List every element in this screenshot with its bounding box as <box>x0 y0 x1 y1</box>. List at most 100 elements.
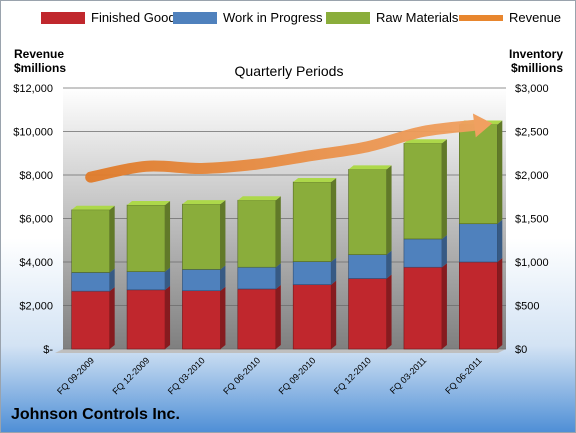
bar-front <box>459 261 498 350</box>
bar-side <box>497 120 503 224</box>
legend-swatch-finished-goods <box>41 12 85 24</box>
bar-segment-finished-goods <box>348 274 392 350</box>
bar-front <box>403 266 443 350</box>
bar-front <box>348 278 387 350</box>
bar-front <box>292 284 332 350</box>
y-left-tick-label: $12,000 <box>13 83 53 95</box>
legend-label-raw-materials: Raw Materials <box>376 10 459 25</box>
bar-side <box>331 177 337 262</box>
bar-front <box>182 203 221 270</box>
bar-segment-work-in-progress <box>71 268 115 292</box>
bar-side <box>109 205 115 273</box>
bar-segment-raw-materials <box>126 201 171 272</box>
bar-segment-work-in-progress <box>292 257 337 285</box>
bar-top <box>403 139 447 144</box>
y-left-tick-label: $6,000 <box>19 214 53 226</box>
bar-front <box>237 199 277 268</box>
bar-segment-finished-goods <box>292 280 337 350</box>
bar-segment-raw-materials <box>292 177 337 262</box>
bar-front <box>348 254 387 279</box>
bar-segment-work-in-progress <box>126 267 171 291</box>
bar-side <box>275 284 281 349</box>
bar-side <box>331 280 337 349</box>
bar-segment-finished-goods <box>71 287 115 350</box>
x-tick-label: FQ 09-2009 <box>55 355 96 396</box>
bar-segment-raw-materials <box>182 200 226 270</box>
bar-top <box>127 201 171 206</box>
plot-floor <box>55 349 506 353</box>
bar-side <box>109 268 115 292</box>
legend-swatch-raw-materials <box>326 12 370 24</box>
right-axis-title: Inventory $millions <box>509 47 563 75</box>
y-right-tick-label: $1,500 <box>515 214 549 226</box>
bar-side <box>275 196 281 268</box>
y-right-tick-label: $1,000 <box>515 257 549 269</box>
bar-front <box>182 290 221 350</box>
bar-front <box>237 266 277 290</box>
right-axis-title-line1: Inventory <box>509 47 564 61</box>
bar-side <box>386 250 392 279</box>
bar-side <box>497 219 503 262</box>
bar-segment-work-in-progress <box>459 219 503 263</box>
legend-label-revenue: Revenue <box>509 10 562 25</box>
right-axis-title-line2: $millions <box>511 61 564 75</box>
bar-segment-finished-goods <box>182 286 226 350</box>
bar-front <box>71 209 110 273</box>
bar-segment-finished-goods <box>459 258 503 350</box>
bar-segment-work-in-progress <box>403 234 447 268</box>
bar-segment-finished-goods <box>403 263 447 350</box>
left-axis-title: Revenue $millions <box>14 47 66 75</box>
bar-front <box>459 223 498 263</box>
bar-front <box>126 271 166 291</box>
bar-front <box>182 269 221 292</box>
y-right-tick-label: $0 <box>515 344 527 356</box>
y-right-tick-label: $3,000 <box>515 83 549 95</box>
bar-side <box>165 267 171 290</box>
bar-front <box>126 289 166 350</box>
bar-side <box>331 257 337 285</box>
y-left-tick-label: $- <box>43 344 53 356</box>
bar-segment-finished-goods <box>237 284 281 350</box>
bar-top <box>237 196 281 201</box>
x-tick-label: FQ 03-2011 <box>388 355 429 396</box>
bar-top <box>293 177 337 182</box>
bar-side <box>386 274 392 349</box>
y-left-tick-label: $2,000 <box>19 301 53 313</box>
bar-side <box>441 263 447 349</box>
left-axis-title-line1: Revenue <box>14 47 65 61</box>
y-right-tick-label: $2,500 <box>515 127 549 139</box>
bar-front <box>126 204 166 272</box>
chart-title: Quarterly Periods <box>234 63 344 79</box>
x-tick-label: FQ 03-2010 <box>166 355 207 396</box>
bar-front <box>71 290 110 350</box>
x-tick-label: FQ 12-2009 <box>110 355 151 396</box>
legend-swatch-work-in-progress <box>173 12 217 24</box>
bar-side <box>497 258 503 349</box>
bar-top <box>348 165 392 170</box>
bar-front <box>237 288 277 350</box>
bar-top <box>71 205 115 210</box>
bar-side <box>386 165 392 255</box>
bar-segment-raw-materials <box>237 196 281 268</box>
y-right-tick-label: $2,000 <box>515 170 549 182</box>
revenue-line <box>85 119 484 183</box>
bar-segment-work-in-progress <box>182 265 226 292</box>
legend-label-work-in-progress: Work in Progress <box>223 10 323 25</box>
x-tick-label: FQ 12-2010 <box>332 355 373 396</box>
bar-side <box>441 139 447 239</box>
bar-side <box>275 263 281 289</box>
legend-swatch-revenue <box>459 15 503 21</box>
left-axis-title-line2: $millions <box>14 61 67 75</box>
bar-segment-raw-materials <box>403 139 447 240</box>
revenue-arrowhead <box>472 113 493 138</box>
bar-segment-raw-materials <box>71 205 115 273</box>
bar-front <box>459 124 498 225</box>
bar-side <box>109 287 115 349</box>
bar-side <box>220 200 226 270</box>
y-left-tick-label: $4,000 <box>19 257 53 269</box>
bar-front <box>292 181 332 262</box>
bar-side <box>220 286 226 349</box>
bar-segment-raw-materials <box>459 120 503 225</box>
